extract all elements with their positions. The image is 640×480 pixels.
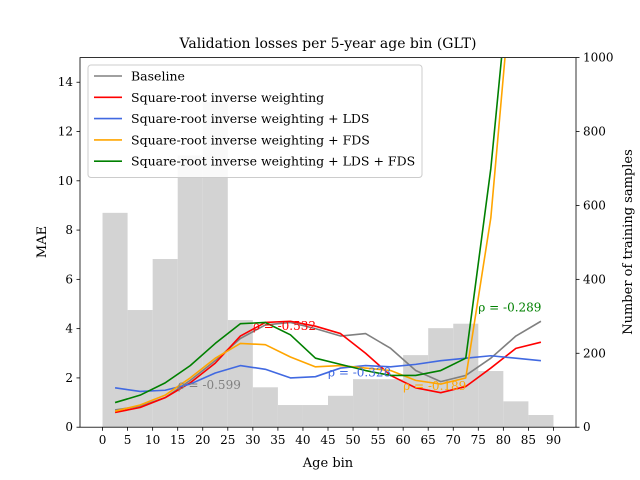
x-tick-label: 65: [421, 433, 436, 447]
y-tick-label: 8: [65, 223, 73, 237]
y-tick-label: 10: [58, 174, 73, 188]
x-tick-label: 90: [546, 433, 561, 447]
y2-tick-label: 200: [583, 346, 606, 360]
x-tick-label: 80: [496, 433, 511, 447]
y-tick-label: 14: [58, 75, 74, 89]
series-line-4: [114, 57, 503, 404]
x-tick-label: 50: [345, 433, 360, 447]
x-tick-label: 30: [245, 433, 260, 447]
y-tick-label: 12: [58, 125, 73, 139]
x-tick-label: 35: [270, 433, 285, 447]
y-tick-label: 0: [65, 420, 73, 434]
legend: Baseline Square-root inverse weighting Squ…: [87, 64, 423, 178]
x-tick-label: 60: [396, 433, 411, 447]
histogram-bar: [528, 415, 554, 428]
x-tick-label: 15: [170, 433, 185, 447]
x-tick-label: 0: [99, 433, 107, 447]
y2-tick-label: 800: [583, 125, 606, 139]
histogram-bar: [152, 259, 178, 428]
legend-label-4: Square-root inverse weighting + LDS + FD…: [131, 154, 415, 169]
correlation-annotation-0: ρ = -0.599: [178, 378, 241, 392]
x-tick-label: 20: [195, 433, 210, 447]
histogram-bar: [277, 405, 303, 428]
histogram-bar: [302, 405, 328, 428]
y2-tick-label: 600: [583, 198, 606, 212]
y2-tick-label: 0: [583, 420, 591, 434]
x-tick-label: 75: [471, 433, 486, 447]
legend-label-1: Square-root inverse weighting: [131, 90, 324, 105]
histogram-bar: [353, 379, 379, 428]
histogram-bar: [378, 379, 404, 428]
y2-tick-label: 1000: [583, 51, 614, 65]
series-line-3: [114, 57, 506, 412]
correlation-annotation-2: ρ = -0.328: [328, 366, 391, 380]
correlation-annotation-4: ρ = -0.289: [478, 300, 541, 314]
histogram-bar: [503, 401, 529, 428]
histogram-bar: [252, 387, 278, 428]
y-axis-label: MAE: [35, 226, 50, 258]
x-tick-label: 25: [220, 433, 235, 447]
histogram-bar: [102, 212, 128, 428]
y2-tick-label: 400: [583, 272, 606, 286]
x-tick-label: 85: [521, 433, 536, 447]
y-tick-label: 2: [65, 371, 73, 385]
x-tick-label: 5: [124, 433, 132, 447]
correlation-annotation-3: ρ = -0.189: [403, 379, 466, 393]
y-tick-label: 4: [65, 322, 73, 336]
histogram-bar: [403, 355, 429, 428]
histogram-bar: [478, 371, 504, 428]
legend-label-0: Baseline: [131, 69, 185, 84]
x-tick-label: 70: [446, 433, 461, 447]
correlation-annotation-1: ρ = -0.532: [253, 319, 316, 333]
series-line-0: [114, 320, 542, 411]
series-line-2: [114, 354, 542, 393]
x-tick-label: 40: [295, 433, 310, 447]
x-axis-label: Age bin: [302, 456, 354, 471]
x-tick-label: 45: [320, 433, 335, 447]
y2-axis-label: Number of training samples: [621, 149, 636, 335]
legend-box: [87, 64, 423, 178]
legend-label-2: Square-root inverse weighting + LDS: [131, 111, 369, 126]
chart-title: Validation losses per 5-year age bin (GL…: [179, 36, 477, 52]
x-tick-label: 10: [145, 433, 160, 447]
x-tick-label: 55: [370, 433, 385, 447]
legend-label-3: Square-root inverse weighting + FDS: [131, 132, 370, 147]
y-tick-label: 6: [65, 272, 73, 286]
histogram-bar: [328, 395, 354, 428]
